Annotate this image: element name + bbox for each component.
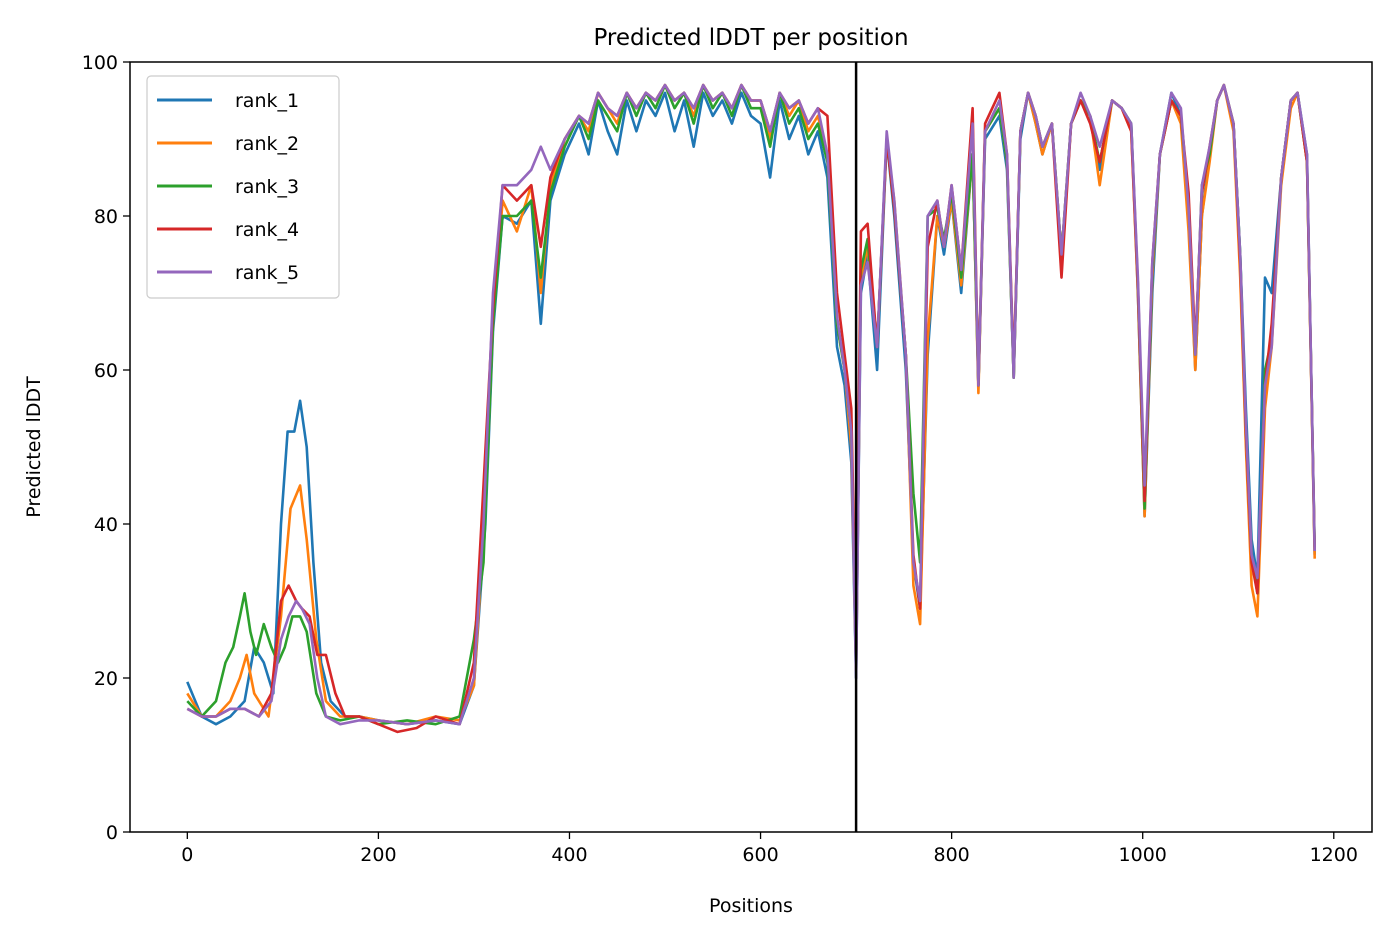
y-tick-label: 100: [82, 52, 118, 74]
y-tick-label: 80: [94, 206, 118, 228]
legend-label-rank_4: rank_4: [235, 219, 299, 241]
y-tick-label: 60: [94, 360, 118, 382]
legend-label-rank_3: rank_3: [235, 176, 299, 198]
y-tick-label: 0: [106, 822, 118, 844]
y-tick-label: 20: [94, 668, 118, 690]
y-axis-ticks: 0 20 40 60 80 100: [82, 52, 130, 844]
x-tick-label: 600: [742, 844, 778, 866]
x-axis-ticks: 0 200 400 600 800 1000 1200: [181, 832, 1358, 866]
x-tick-label: 800: [933, 844, 969, 866]
plot-area: [186, 83, 1316, 734]
legend-box: [146, 75, 340, 299]
legend-label-rank_2: rank_2: [235, 133, 299, 155]
x-axis-label: Positions: [709, 895, 793, 917]
y-tick-label: 40: [94, 514, 118, 536]
x-tick-label: 400: [551, 844, 587, 866]
x-tick-label: 1200: [1310, 844, 1358, 866]
x-tick-label: 1000: [1119, 844, 1167, 866]
legend-label-rank_1: rank_1: [235, 90, 299, 112]
chart-title: Predicted lDDT per position: [593, 25, 908, 51]
series-line-rank_5: [186, 83, 1316, 726]
axes-frame: [129, 61, 1373, 833]
legend-label-rank_5: rank_5: [235, 262, 299, 284]
x-tick-label: 200: [360, 844, 396, 866]
y-axis-label: Predicted lDDT: [23, 376, 45, 518]
legend: rank_1 rank_2 rank_3 rank_4 rank_5: [146, 75, 340, 299]
x-tick-label: 0: [181, 844, 193, 866]
